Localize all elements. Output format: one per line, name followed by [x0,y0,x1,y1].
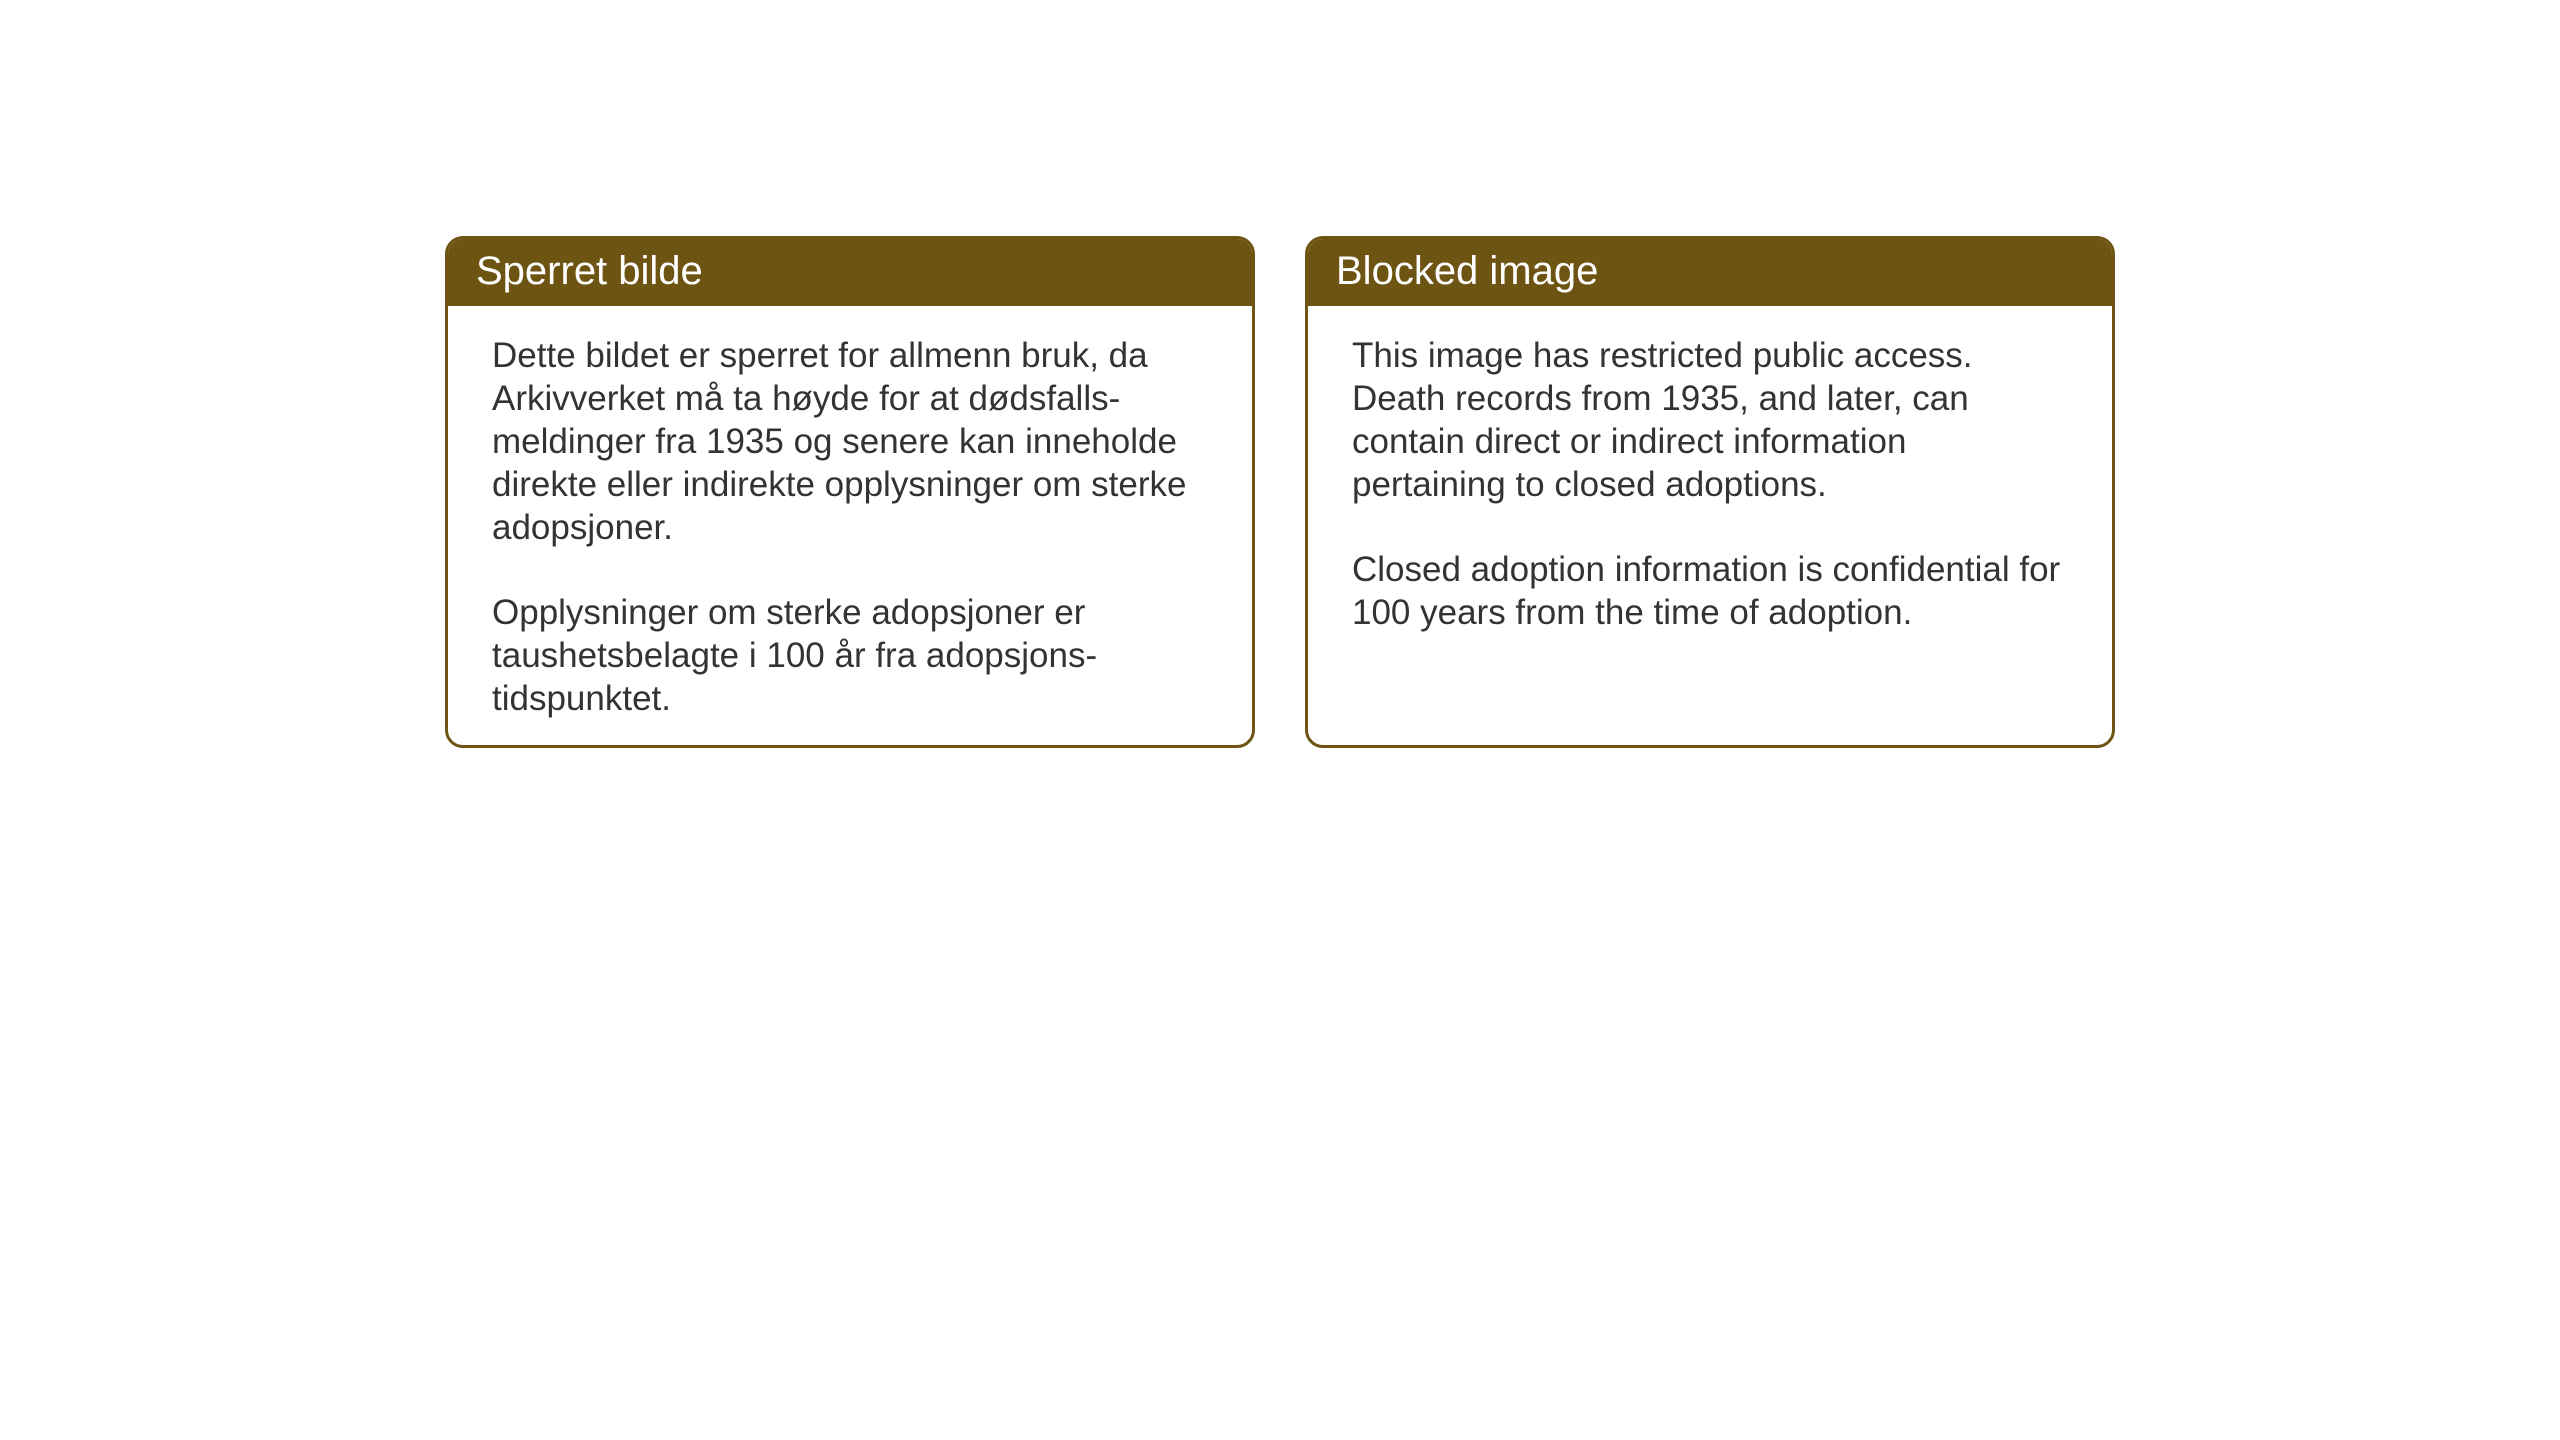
norwegian-notice-title: Sperret bilde [448,239,1252,306]
english-notice-card: Blocked image This image has restricted … [1305,236,2115,748]
norwegian-notice-card: Sperret bilde Dette bildet er sperret fo… [445,236,1255,748]
english-paragraph-1: This image has restricted public access.… [1352,334,2068,506]
english-notice-body: This image has restricted public access.… [1308,306,2112,662]
norwegian-paragraph-2: Opplysninger om sterke adopsjoner er tau… [492,591,1208,720]
norwegian-notice-body: Dette bildet er sperret for allmenn bruk… [448,306,1252,748]
norwegian-paragraph-1: Dette bildet er sperret for allmenn bruk… [492,334,1208,549]
english-paragraph-2: Closed adoption information is confident… [1352,548,2068,634]
english-notice-title: Blocked image [1308,239,2112,306]
notice-container: Sperret bilde Dette bildet er sperret fo… [445,236,2115,748]
